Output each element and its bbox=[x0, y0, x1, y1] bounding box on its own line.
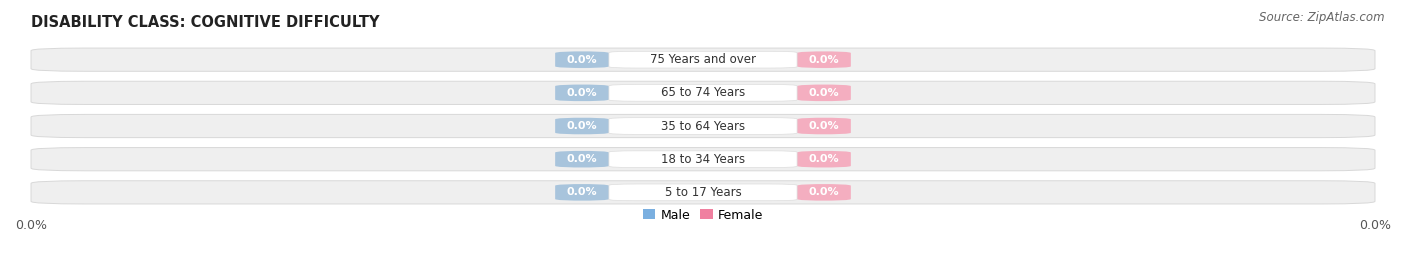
FancyBboxPatch shape bbox=[555, 184, 609, 201]
FancyBboxPatch shape bbox=[555, 84, 609, 101]
FancyBboxPatch shape bbox=[797, 118, 851, 134]
FancyBboxPatch shape bbox=[797, 51, 851, 68]
Text: 35 to 64 Years: 35 to 64 Years bbox=[661, 119, 745, 133]
FancyBboxPatch shape bbox=[31, 48, 1375, 71]
FancyBboxPatch shape bbox=[797, 84, 851, 101]
FancyBboxPatch shape bbox=[609, 184, 797, 201]
FancyBboxPatch shape bbox=[31, 81, 1375, 104]
Text: 0.0%: 0.0% bbox=[567, 121, 598, 131]
Text: 18 to 34 Years: 18 to 34 Years bbox=[661, 153, 745, 166]
Text: 0.0%: 0.0% bbox=[808, 121, 839, 131]
Text: DISABILITY CLASS: COGNITIVE DIFFICULTY: DISABILITY CLASS: COGNITIVE DIFFICULTY bbox=[31, 15, 380, 30]
Text: 0.0%: 0.0% bbox=[567, 187, 598, 197]
Text: 0.0%: 0.0% bbox=[808, 88, 839, 98]
Text: 0.0%: 0.0% bbox=[808, 154, 839, 164]
FancyBboxPatch shape bbox=[609, 51, 797, 68]
FancyBboxPatch shape bbox=[797, 184, 851, 201]
Text: 5 to 17 Years: 5 to 17 Years bbox=[665, 186, 741, 199]
Text: 0.0%: 0.0% bbox=[808, 55, 839, 65]
FancyBboxPatch shape bbox=[31, 181, 1375, 204]
FancyBboxPatch shape bbox=[31, 148, 1375, 171]
Text: Source: ZipAtlas.com: Source: ZipAtlas.com bbox=[1260, 11, 1385, 24]
Text: 75 Years and over: 75 Years and over bbox=[650, 53, 756, 66]
FancyBboxPatch shape bbox=[555, 51, 609, 68]
Text: 0.0%: 0.0% bbox=[567, 154, 598, 164]
FancyBboxPatch shape bbox=[797, 151, 851, 168]
Text: 0.0%: 0.0% bbox=[567, 88, 598, 98]
FancyBboxPatch shape bbox=[609, 84, 797, 101]
FancyBboxPatch shape bbox=[609, 118, 797, 134]
FancyBboxPatch shape bbox=[31, 114, 1375, 138]
FancyBboxPatch shape bbox=[555, 151, 609, 168]
FancyBboxPatch shape bbox=[555, 118, 609, 134]
Text: 0.0%: 0.0% bbox=[808, 187, 839, 197]
Text: 65 to 74 Years: 65 to 74 Years bbox=[661, 86, 745, 99]
FancyBboxPatch shape bbox=[609, 151, 797, 168]
Text: 0.0%: 0.0% bbox=[567, 55, 598, 65]
Legend: Male, Female: Male, Female bbox=[643, 209, 763, 222]
